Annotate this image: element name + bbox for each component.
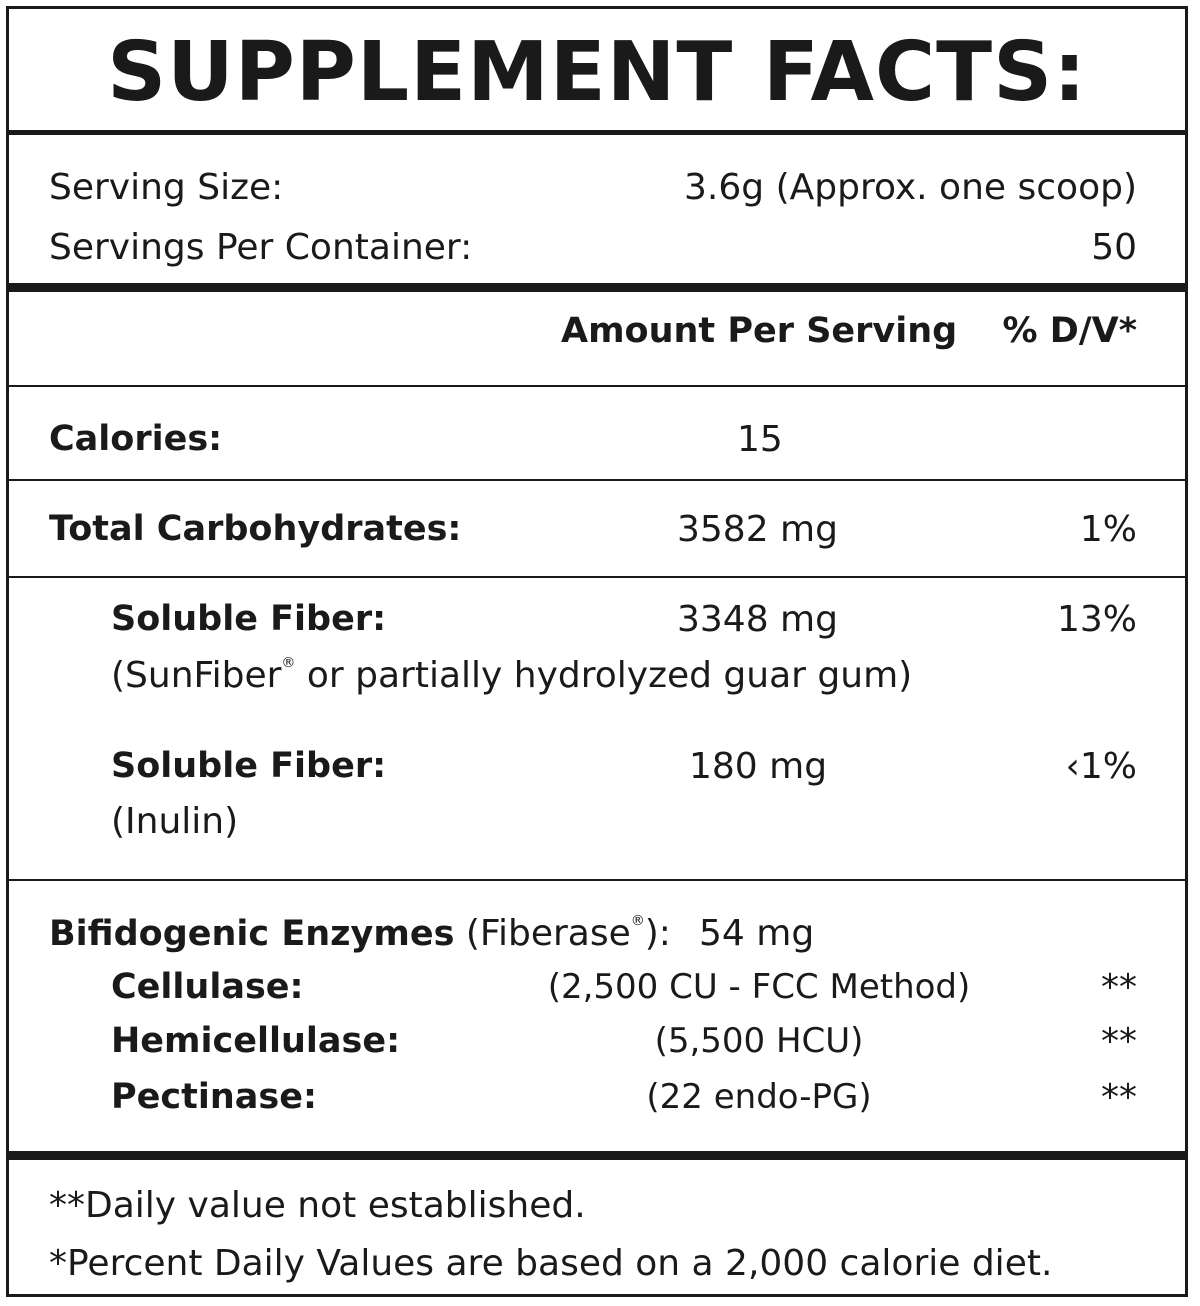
divider	[9, 576, 1185, 578]
divider	[9, 283, 1185, 292]
cellulase-amount: (2,500 CU - FCC Method)	[547, 967, 971, 1007]
serving-size-value: 3.6g (Approx. one scoop)	[684, 167, 1137, 208]
divider	[9, 130, 1185, 135]
soluble-fiber-sunfiber-label: Soluble Fiber:	[111, 599, 387, 639]
supplement-facts-panel: SUPPLEMENT FACTS: Serving Size: 3.6g (Ap…	[6, 6, 1188, 1297]
total-carbohydrates-dv: 1%	[1079, 509, 1137, 550]
soluble-fiber-inulin-amount: 180 mg	[689, 746, 828, 787]
daily-value-header: % D/V*	[1002, 311, 1137, 351]
pectinase-amount: (22 endo-PG)	[646, 1077, 872, 1117]
calories-label: Calories:	[49, 419, 223, 459]
soluble-fiber-inulin-note: (Inulin)	[111, 801, 239, 842]
divider	[9, 479, 1185, 481]
pectinase-dv: **	[1101, 1077, 1137, 1118]
soluble-fiber-inulin-label: Soluble Fiber:	[111, 746, 387, 786]
bifidogenic-enzymes-row: Bifidogenic Enzymes (Fiberase®):	[49, 913, 671, 954]
hemicellulase-label: Hemicellulase:	[111, 1021, 401, 1061]
hemicellulase-dv: **	[1101, 1021, 1137, 1062]
soluble-fiber-sunfiber-note: (SunFiber® or partially hydrolyzed guar …	[111, 655, 913, 696]
fiberase-label: (Fiberase®):	[454, 913, 671, 954]
servings-per-container-value: 50	[1091, 227, 1137, 268]
calories-amount: 15	[737, 419, 783, 460]
soluble-fiber-inulin-dv: ‹1%	[1065, 746, 1137, 787]
divider	[9, 879, 1185, 881]
cellulase-label: Cellulase:	[111, 967, 304, 1007]
soluble-fiber-sunfiber-dv: 13%	[1056, 599, 1137, 640]
footnote-percent-daily-values: *Percent Daily Values are based on a 2,0…	[49, 1243, 1053, 1284]
total-carbohydrates-label: Total Carbohydrates:	[49, 509, 462, 549]
bifidogenic-enzymes-label: Bifidogenic Enzymes	[49, 914, 455, 954]
divider	[9, 1151, 1185, 1160]
cellulase-dv: **	[1101, 967, 1137, 1008]
divider	[9, 385, 1185, 387]
total-carbohydrates-amount: 3582 mg	[677, 509, 838, 550]
bifidogenic-enzymes-amount: 54 mg	[699, 913, 815, 954]
panel-title: SUPPLEMENT FACTS:	[107, 25, 1087, 120]
amount-per-serving-header: Amount Per Serving	[561, 311, 958, 351]
soluble-fiber-sunfiber-amount: 3348 mg	[677, 599, 838, 640]
servings-per-container-label: Servings Per Container:	[49, 227, 473, 268]
serving-size-label: Serving Size:	[49, 167, 284, 208]
hemicellulase-amount: (5,500 HCU)	[654, 1021, 864, 1061]
footnote-daily-value-not-established: **Daily value not established.	[49, 1185, 586, 1226]
pectinase-label: Pectinase:	[111, 1077, 317, 1117]
